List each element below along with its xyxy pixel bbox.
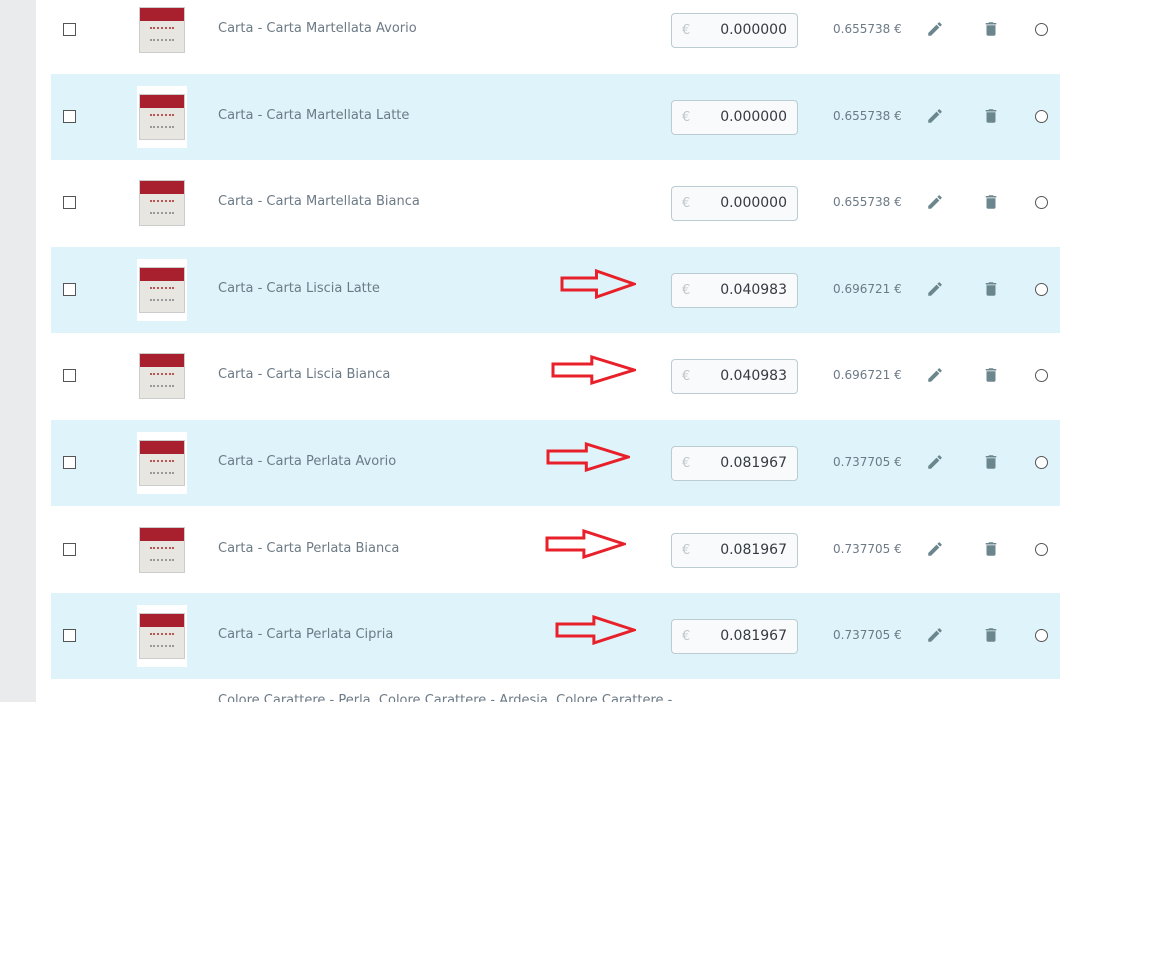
impact-price-input[interactable]: €0.081967 [671,619,798,655]
impact-price-value[interactable]: 0.081967 [720,541,787,558]
currency-symbol: € [682,542,691,558]
delete-trash-icon[interactable] [982,366,1000,384]
delete-trash-icon[interactable] [982,280,1000,298]
impact-price-input[interactable]: €0.000000 [671,99,798,135]
combination-row: Carta - Carta Perlata Cipria €0.081967 0… [51,593,1060,680]
product-thumbnail [137,345,187,408]
final-price: 0.655738 € [833,22,902,36]
edit-pencil-icon[interactable] [926,453,944,471]
combination-name: Carta - Carta Liscia Latte [218,280,380,296]
edit-pencil-icon[interactable] [926,280,944,298]
final-price: 0.737705 € [833,455,902,469]
edit-pencil-icon[interactable] [926,626,944,644]
currency-symbol: € [682,629,691,645]
combination-row: Carta - Carta Martellata Avorio €0.00000… [51,0,1060,73]
annotation-arrow-icon [560,268,636,299]
impact-price-value[interactable]: 0.000000 [720,108,787,125]
delete-trash-icon[interactable] [982,20,1000,38]
impact-price-input[interactable]: €0.000000 [671,186,798,222]
impact-price-input[interactable]: €0.040983 [671,359,798,395]
sidebar [0,0,36,702]
delete-trash-icon[interactable] [982,626,1000,644]
product-thumbnail [137,172,187,235]
row-checkbox[interactable] [63,282,76,296]
edit-pencil-icon[interactable] [926,366,944,384]
final-price: 0.737705 € [833,628,902,643]
combinations-table: Carta - Carta Martellata Avorio €0.00000… [0,0,1060,702]
row-checkbox[interactable] [63,109,76,123]
product-thumbnail [137,258,187,321]
row-checkbox[interactable] [63,456,76,469]
combination-row: Carta - Carta Martellata Latte €0.000000… [51,73,1060,160]
row-checkbox[interactable] [63,542,76,556]
impact-price-value[interactable]: 0.000000 [720,195,787,212]
combination-name: Carta - Carta Perlata Bianca [218,540,400,556]
product-thumbnail [137,518,187,581]
impact-price-input[interactable]: €0.040983 [671,272,798,308]
default-radio[interactable] [1035,196,1048,210]
combination-name: Carta - Carta Martellata Latte [218,107,410,123]
default-radio[interactable] [1035,542,1048,556]
combination-row: Carta - Carta Perlata Bianca €0.081967 0… [51,507,1060,593]
combination-name: Carta - Carta Liscia Bianca [218,367,391,383]
combination-row: Carta - Carta Perlata Avorio €0.081967 0… [51,420,1060,506]
combination-row: Carta - Carta Liscia Bianca €0.040983 0.… [51,333,1060,419]
annotation-arrow-icon [551,355,636,386]
currency-symbol: € [682,196,691,212]
combination-name: Carta - Carta Martellata Avorio [218,21,417,36]
product-thumbnail [137,0,187,61]
next-row-name: Colore Carattere - Perla, Colore Caratte… [218,693,673,702]
delete-trash-icon[interactable] [982,540,1000,558]
default-radio[interactable] [1035,456,1048,469]
product-thumbnail [137,85,187,148]
edit-pencil-icon[interactable] [926,107,944,125]
final-price: 0.696721 € [833,281,902,296]
product-thumbnail [137,432,187,494]
combination-row: Carta - Carta Liscia Latte €0.040983 0.6… [51,246,1060,333]
default-radio[interactable] [1035,369,1048,383]
default-radio[interactable] [1035,109,1048,123]
final-price: 0.737705 € [833,541,902,556]
currency-symbol: € [682,456,691,471]
impact-price-input[interactable]: €0.081967 [671,532,798,568]
default-radio[interactable] [1035,629,1048,643]
impact-price-value[interactable]: 0.000000 [720,22,787,38]
final-price: 0.696721 € [833,368,902,383]
impact-price-input[interactable]: €0.000000 [671,13,798,48]
edit-pencil-icon[interactable] [926,20,944,38]
final-price: 0.655738 € [833,108,902,123]
row-checkbox[interactable] [63,629,76,643]
currency-symbol: € [682,369,691,385]
annotation-arrow-icon [555,615,636,646]
row-checkbox[interactable] [63,369,76,383]
row-checkbox[interactable] [63,23,76,36]
impact-price-value[interactable]: 0.081967 [720,455,787,471]
default-radio[interactable] [1035,282,1048,296]
default-radio[interactable] [1035,23,1048,36]
row-checkbox[interactable] [63,196,76,210]
edit-pencil-icon[interactable] [926,193,944,211]
product-thumbnail [137,605,187,668]
combination-name: Carta - Carta Perlata Avorio [218,454,397,469]
edit-pencil-icon[interactable] [926,540,944,558]
annotation-arrow-icon [546,442,630,472]
combination-name: Carta - Carta Martellata Bianca [218,194,420,210]
annotation-arrow-icon [545,528,626,559]
combination-row: Carta - Carta Martellata Bianca €0.00000… [51,160,1060,246]
impact-price-value[interactable]: 0.081967 [720,628,787,645]
delete-trash-icon[interactable] [982,107,1000,125]
currency-symbol: € [682,282,691,298]
impact-price-value[interactable]: 0.040983 [720,281,787,298]
delete-trash-icon[interactable] [982,453,1000,471]
combination-name: Carta - Carta Perlata Cipria [218,627,394,643]
impact-price-value[interactable]: 0.040983 [720,368,787,385]
currency-symbol: € [682,23,691,38]
final-price: 0.655738 € [833,195,902,210]
currency-symbol: € [682,109,691,125]
delete-trash-icon[interactable] [982,193,1000,211]
impact-price-input[interactable]: €0.081967 [671,446,798,481]
